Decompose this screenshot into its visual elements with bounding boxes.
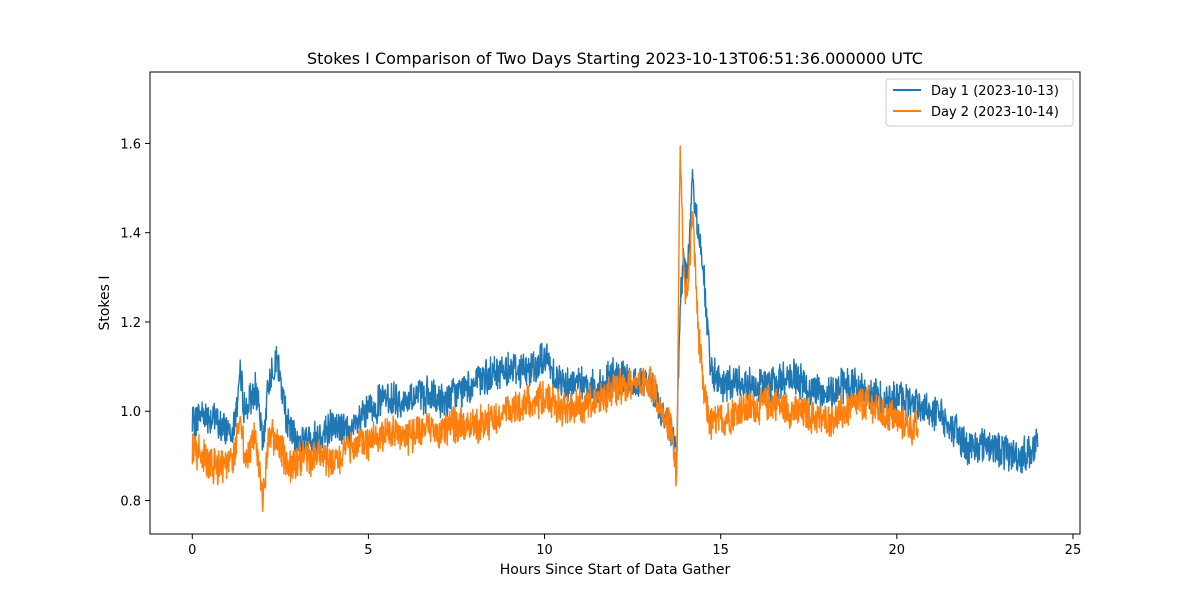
x-tick-label: 0 [188, 543, 196, 558]
chart-title: Stokes I Comparison of Two Days Starting… [307, 49, 923, 68]
x-tick-label: 5 [364, 543, 372, 558]
x-tick-label: 25 [1065, 543, 1082, 558]
series-line-day1 [191, 168, 1039, 476]
legend: Day 1 (2023-10-13) Day 2 (2023-10-14) [885, 78, 1074, 127]
series-layer [191, 145, 1039, 513]
y-axis: 0.8 1.0 1.2 1.4 1.6 [120, 137, 150, 510]
y-tick-label: 1.4 [120, 227, 141, 242]
x-axis-label: Hours Since Start of Data Gather [500, 562, 731, 578]
y-tick-label: 1.6 [120, 137, 141, 152]
legend-box [885, 78, 1074, 127]
x-tick-label: 15 [712, 543, 729, 558]
y-tick-label: 1.2 [120, 316, 141, 331]
y-tick-label: 0.8 [120, 495, 141, 510]
y-axis-label: Stokes I [97, 275, 113, 330]
x-tick-label: 10 [536, 543, 553, 558]
y-tick-label: 1.0 [120, 405, 141, 420]
x-axis: 0 5 10 15 20 25 [188, 534, 1081, 558]
legend-label-day2: Day 2 (2023-10-14) [931, 105, 1059, 120]
series-line-day2 [191, 145, 919, 513]
legend-label-day1: Day 1 (2023-10-13) [931, 84, 1059, 99]
plot-frame [149, 71, 1081, 535]
x-tick-label: 20 [889, 543, 906, 558]
